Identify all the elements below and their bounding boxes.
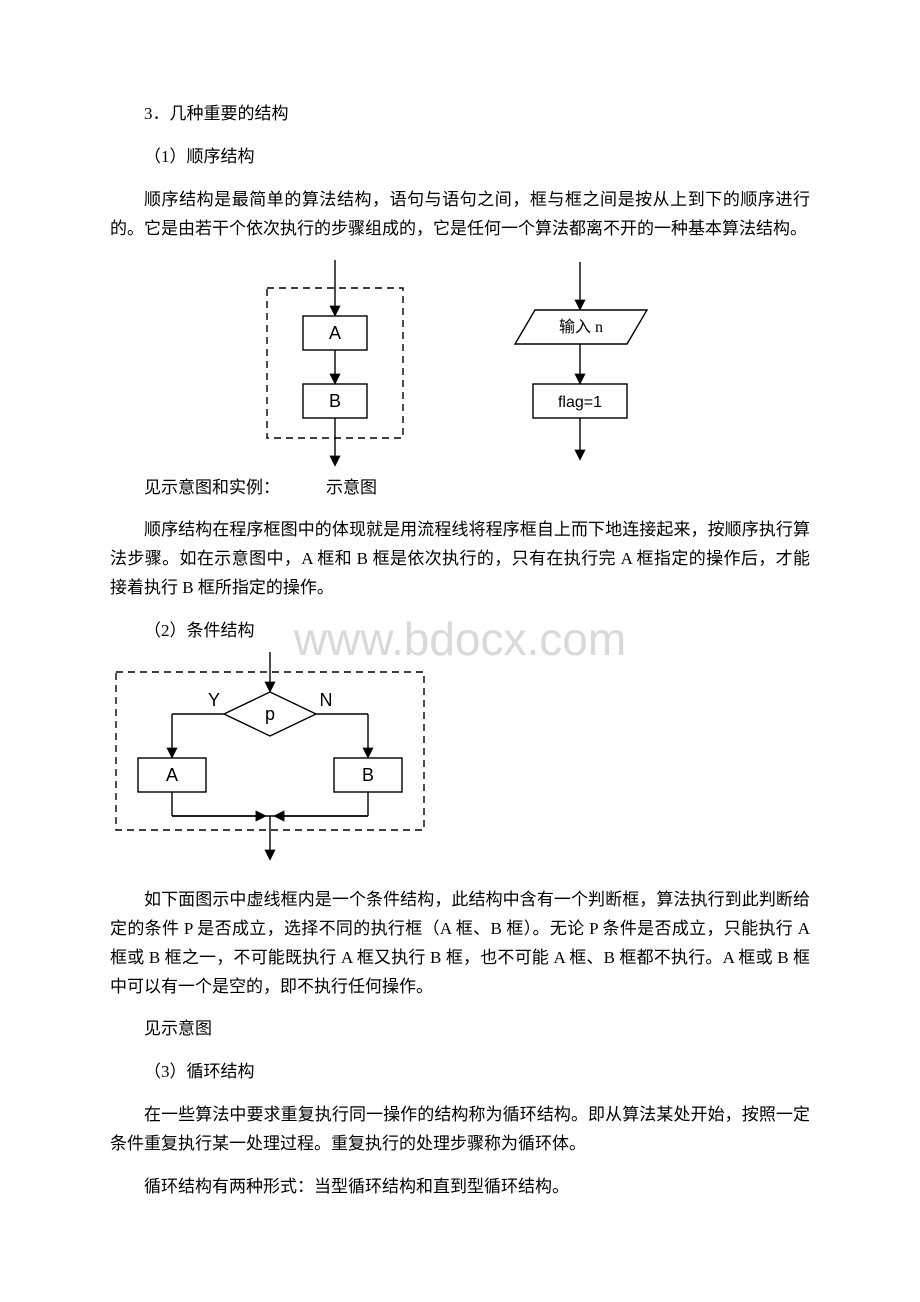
figure-row-1: A B 输入 n flag=1	[110, 258, 810, 468]
page-content: 3．几种重要的结构 （1）顺序结构 顺序结构是最简单的算法结构，语句与语句之间，…	[110, 100, 810, 1202]
sub2-heading: （2）条件结构	[110, 617, 810, 646]
sub1-p2: 顺序结构在程序框图中的体现就是用流程线将程序框自上而下地连接起来，按顺序执行算法…	[110, 516, 810, 603]
sequence-diagram: A B	[255, 258, 415, 468]
sub2-p1: 如下面图示中虚线框内是一个条件结构，此结构中含有一个判断框，算法执行到此判断给定…	[110, 886, 810, 1002]
sub3-p1: 在一些算法中要求重复执行同一操作的结构称为循环结构。即从算法某处开始，按照一定条…	[110, 1101, 810, 1159]
diamond-text: p	[265, 704, 275, 724]
parallelogram-text: 输入 n	[559, 318, 603, 336]
rect-text: flag=1	[558, 394, 602, 411]
seq-box-a-text: A	[329, 323, 341, 343]
cond-box-a-text: A	[166, 765, 178, 785]
example-diagram: 输入 n flag=1	[495, 258, 665, 468]
no-label: N	[320, 690, 333, 710]
caption-left: 见示意图和实例：	[110, 474, 280, 503]
sub1-heading: （1）顺序结构	[110, 143, 810, 172]
seq-box-b-text: B	[329, 391, 341, 411]
sub2-p2: 见示意图	[110, 1015, 810, 1044]
sub3-heading: （3）循环结构	[110, 1058, 810, 1087]
sub1-p1: 顺序结构是最简单的算法结构，语句与语句之间，框与框之间是按从上到下的顺序进行的。…	[110, 186, 810, 244]
cond-box-b-text: B	[362, 765, 374, 785]
conditional-diagram-wrap: p Y N A B	[110, 652, 810, 872]
conditional-diagram: p Y N A B	[110, 652, 430, 862]
caption-center: 示意图	[326, 474, 377, 503]
caption-row: 见示意图和实例： 示意图	[110, 474, 810, 503]
sub3-p2: 循环结构有两种形式：当型循环结构和直到型循环结构。	[110, 1173, 810, 1202]
yes-label: Y	[208, 690, 220, 710]
section-3-title: 3．几种重要的结构	[110, 100, 810, 129]
